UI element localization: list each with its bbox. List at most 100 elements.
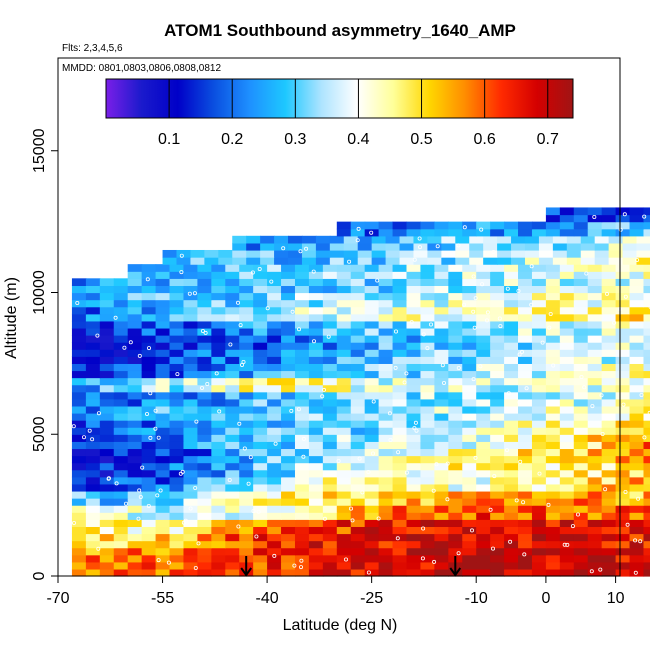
heatmap-cell [260,249,275,258]
heatmap-cell [155,512,171,520]
heatmap-cell [211,469,226,478]
heatmap-cell [448,228,463,237]
heatmap-cell [615,349,631,357]
chart-title: ATOM1 Southbound asymmetry_1640_AMP [164,21,516,40]
heatmap-cell [211,462,226,471]
heatmap-cell [392,412,408,421]
heatmap-cell [462,412,477,421]
heatmap-cell [601,512,617,520]
heatmap-cell [350,476,366,485]
heatmap-cell [629,483,645,492]
heatmap-cell [608,242,624,251]
heatmap-cell [260,235,275,244]
heatmap-cell [392,519,408,527]
heatmap-cell [308,498,324,506]
heatmap-cell [406,540,422,549]
heatmap-cell [378,427,394,435]
heatmap-cell [629,370,645,379]
heatmap-cell [385,235,401,244]
measurement-point [370,451,375,456]
heatmap-cell [197,384,212,393]
heatmap-cell [504,398,519,407]
heatmap-cell [615,306,631,315]
measurement-point [140,465,145,470]
heatmap-cell [113,412,129,421]
heatmap-cell [141,271,157,279]
heatmap-cell [643,505,650,513]
heatmap-cell [643,264,650,272]
heatmap-cell [643,448,650,457]
measurement-point [393,329,398,334]
measurement-point [155,493,160,498]
heatmap-cell [85,335,101,343]
heatmap-cell [364,405,380,414]
heatmap-cell [392,285,408,294]
heatmap-cell [476,462,491,471]
heatmap-cell [364,363,380,372]
heatmap-cell [336,285,352,294]
heatmap-cell [322,469,338,478]
heatmap-cell [504,384,519,393]
heatmap-cell [71,363,87,372]
heatmap-cell [434,505,449,513]
heatmap-cell [476,427,491,435]
heatmap-cell [629,547,645,556]
heatmap-cell [629,455,645,464]
heatmap-cell [406,441,422,450]
heatmap-cell [127,554,143,563]
heatmap-cell [239,313,254,322]
heatmap-cell [267,405,282,414]
heatmap-cell [378,349,394,357]
heatmap-cell [587,271,603,279]
heatmap-cell [350,228,366,237]
heatmap-cell [71,335,87,343]
heatmap-cell [490,540,505,549]
heatmap-cell [211,313,226,322]
heatmap-cell [281,519,296,527]
heatmap-cell [225,476,240,485]
heatmap-cell [385,249,401,258]
heatmap-cell [281,370,296,379]
heatmap-cell [573,420,589,428]
heatmap-cell [336,561,352,570]
heatmap-cell [545,327,561,336]
heatmap-cell [490,476,505,485]
heatmap-cell [434,377,449,386]
heatmap-cell [225,377,240,386]
heatmap-cell [434,264,449,272]
heatmap-cell [518,469,533,478]
measurement-point [242,446,247,451]
heatmap-cell [225,420,240,428]
heatmap-cell [253,462,268,471]
heatmap-cell [267,490,282,499]
heatmap-cell [531,320,547,329]
heatmap-cell [225,561,240,570]
heatmap-cell [294,533,310,542]
measurement-point [420,556,425,561]
measurement-point [648,304,650,309]
heatmap-cell [490,469,505,478]
heatmap-cell [71,285,87,294]
heatmap-cell [448,278,463,287]
heatmap-cell [225,285,240,294]
colorbar-tick-label: 0.1 [158,131,180,148]
heatmap-cell [336,292,352,301]
heatmap-cell [490,349,505,357]
heatmap-cell [545,483,561,492]
heatmap-cell [267,526,282,535]
heatmap-cell [545,278,561,287]
heatmap-cell [232,257,247,265]
heatmap-cell [113,554,129,563]
heatmap-cell [183,412,198,421]
heatmap-cell [406,221,422,230]
heatmap-cell [601,221,617,230]
heatmap-cell [573,228,589,237]
heatmap-cell [141,540,157,549]
heatmap-cell [294,335,310,343]
heatmap-cell [267,505,282,513]
heatmap-cell [253,512,268,520]
heatmap-cell [294,292,310,301]
heatmap-cell [504,363,519,372]
heatmap-cell [183,455,198,464]
heatmap-cell [434,540,449,549]
